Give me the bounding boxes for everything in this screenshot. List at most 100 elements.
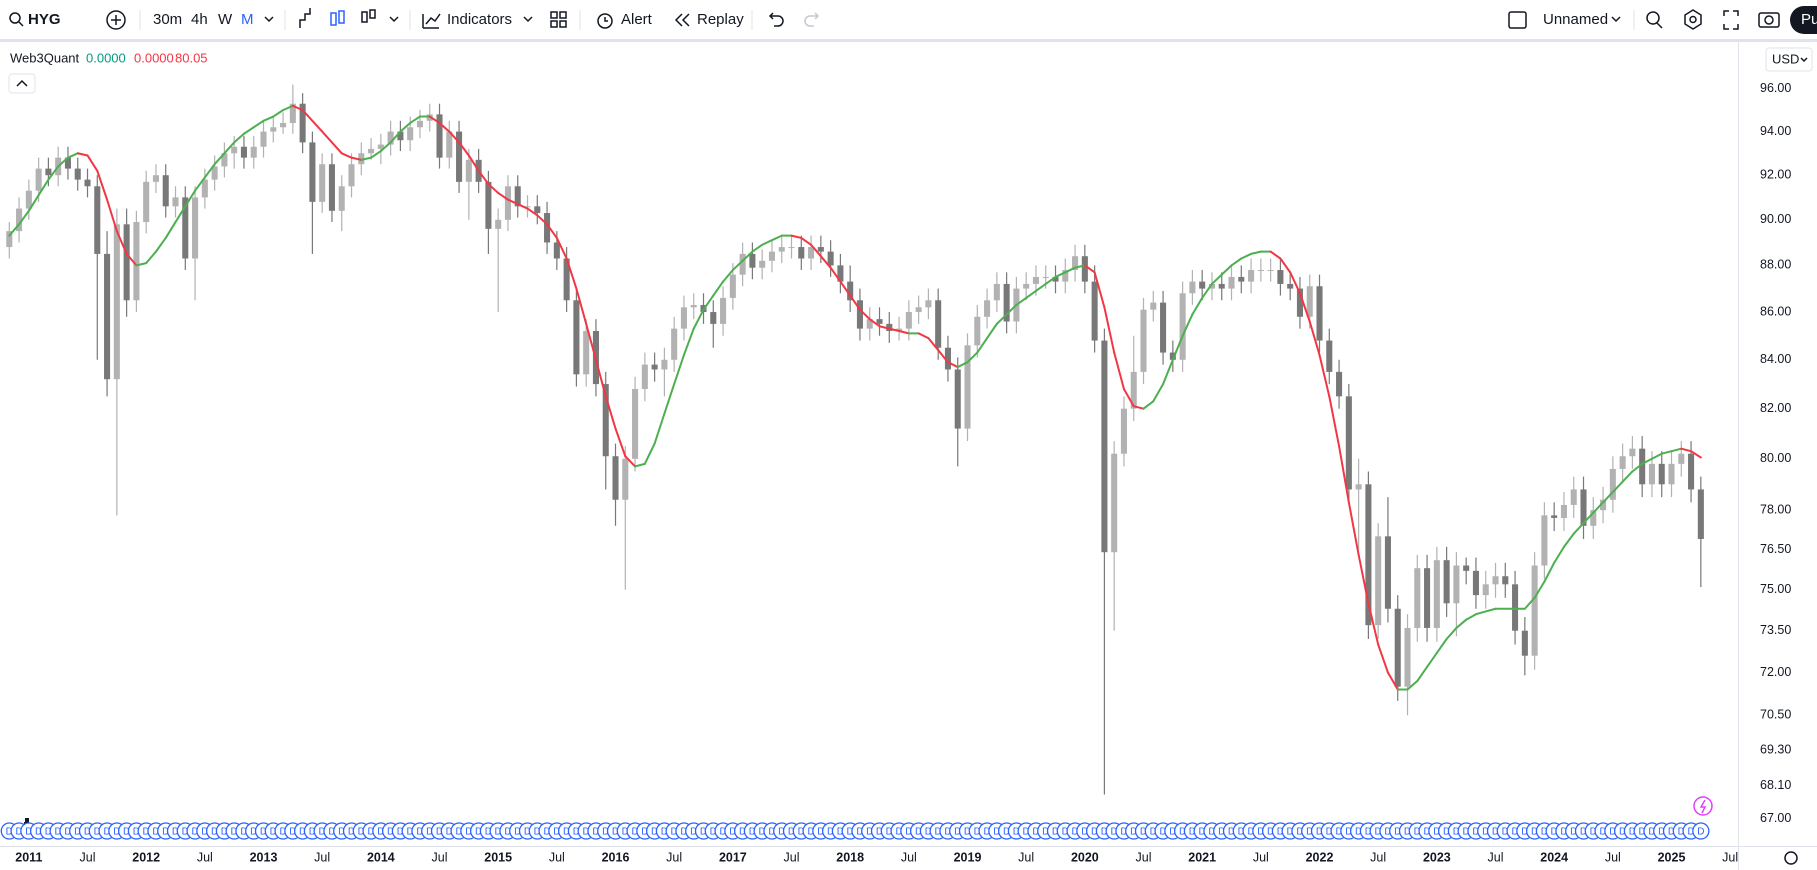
candle-body [240,146,247,158]
dividend-label: D [94,827,101,838]
dividend-label: D [1463,827,1470,838]
fullscreen-icon[interactable] [1723,10,1739,30]
undo-button[interactable] [768,12,784,27]
interval-button-active[interactable]: M [241,11,254,28]
y-tick-label: 94.00 [1760,124,1791,138]
dividend-label: D [827,827,834,838]
search-icon[interactable] [9,12,21,24]
dividend-label: D [631,827,638,838]
chart-style-icon[interactable] [361,11,368,23]
dividend-label: D [583,827,590,838]
dividend-label: D [1199,827,1206,838]
dividend-label: D [1306,827,1313,838]
x-tick-label: Jul [197,850,213,864]
indicator-segment [428,115,441,124]
layout-dropdown[interactable] [1611,16,1621,23]
templates-icon[interactable] [550,11,558,19]
indicator-segment [1572,522,1585,535]
candle-body [729,274,736,298]
interval-button[interactable]: W [218,11,233,28]
x-tick-label: 2023 [1423,850,1451,864]
interval-button[interactable]: 30m [153,11,182,28]
replay-icon[interactable] [674,13,690,27]
templates-icon [550,20,558,28]
indicators-button[interactable]: Indicators [447,11,512,28]
indicator-segment [1289,271,1301,295]
candle-body [1433,560,1440,628]
y-tick-label: 88.00 [1760,258,1791,272]
dividend-label: D [1032,827,1039,838]
candle-body [465,159,472,182]
alert-button[interactable]: Alert [621,11,653,28]
y-tick-label: 84.00 [1760,352,1791,366]
indicator-segment [1641,457,1653,465]
indicator-segment [1093,271,1106,309]
snapshot-icon[interactable] [1758,12,1780,28]
indicator-segment [1592,501,1605,514]
dividend-label: D [592,827,599,838]
indicator-segment [86,154,99,172]
candles-style-icon[interactable] [330,12,337,26]
indicator-segment [1113,351,1125,390]
candle-body [250,146,257,158]
dividend-label: D [260,827,267,838]
settings-icon[interactable] [1684,9,1702,30]
alert-icon[interactable] [597,13,613,29]
redo-button[interactable] [804,12,820,27]
dividend-label: D [495,827,502,838]
candle-body [632,388,639,459]
replay-button[interactable]: Replay [697,11,744,28]
quick-search-icon[interactable] [1646,11,1660,25]
lightning-button[interactable] [1693,796,1713,816]
currency-button[interactable] [1765,47,1813,72]
dividend-label: D [1238,827,1245,838]
dividend-label: D [954,827,961,838]
settings-small-icon[interactable] [1784,851,1798,865]
x-tick-label: Jul [666,850,682,864]
candle-body [74,168,81,180]
indicator-segment [262,115,275,122]
indicator-segment [330,141,343,155]
indicator-segment [1455,618,1468,629]
dividend-label: D [1071,827,1078,838]
dividend-label: D [377,827,384,838]
compare-button[interactable] [106,10,126,30]
style-dropdown[interactable] [389,16,399,23]
layout-name[interactable]: Unnamed [1543,11,1608,28]
interval-button[interactable]: 4h [191,11,208,28]
indicators-icon[interactable] [422,13,441,29]
indicator-segment [27,194,40,212]
collapse-legend-button[interactable] [8,73,36,94]
dividend-label: D [201,827,208,838]
layout-checkbox[interactable] [1508,11,1527,29]
dividend-label: D [651,827,658,838]
dividend-label: D [847,827,854,838]
bars-style-icon[interactable] [299,8,311,28]
toolbar: HYG 30m 4h W M Indicators Alert Replay [0,0,1817,42]
indicators-dropdown[interactable] [523,16,533,23]
dividend-label: D [64,827,71,838]
dividend-label: D [778,827,785,838]
y-tick-label: 73.50 [1760,623,1791,637]
candle-body [1072,256,1079,271]
indicator-segment [1269,250,1282,260]
candle-body [504,186,511,220]
candle-body [289,103,296,123]
interval-dropdown[interactable] [264,16,274,23]
candle-body [837,265,844,282]
dividend-label: D [1609,827,1616,838]
publish-button[interactable] [1790,6,1817,34]
indicator-segment [1533,580,1546,599]
candle-body [847,281,854,301]
candle-body [319,164,326,202]
indicator-segment [125,252,138,267]
y-tick-label: 75.00 [1760,582,1791,596]
symbol[interactable]: HYG [28,11,61,28]
dividend-label: D [739,827,746,838]
candle-body [583,331,590,375]
candle-body [162,175,169,207]
publish-label: Pu [1801,11,1817,28]
dividend-label: D [1169,827,1176,838]
candle-body [1551,515,1558,518]
